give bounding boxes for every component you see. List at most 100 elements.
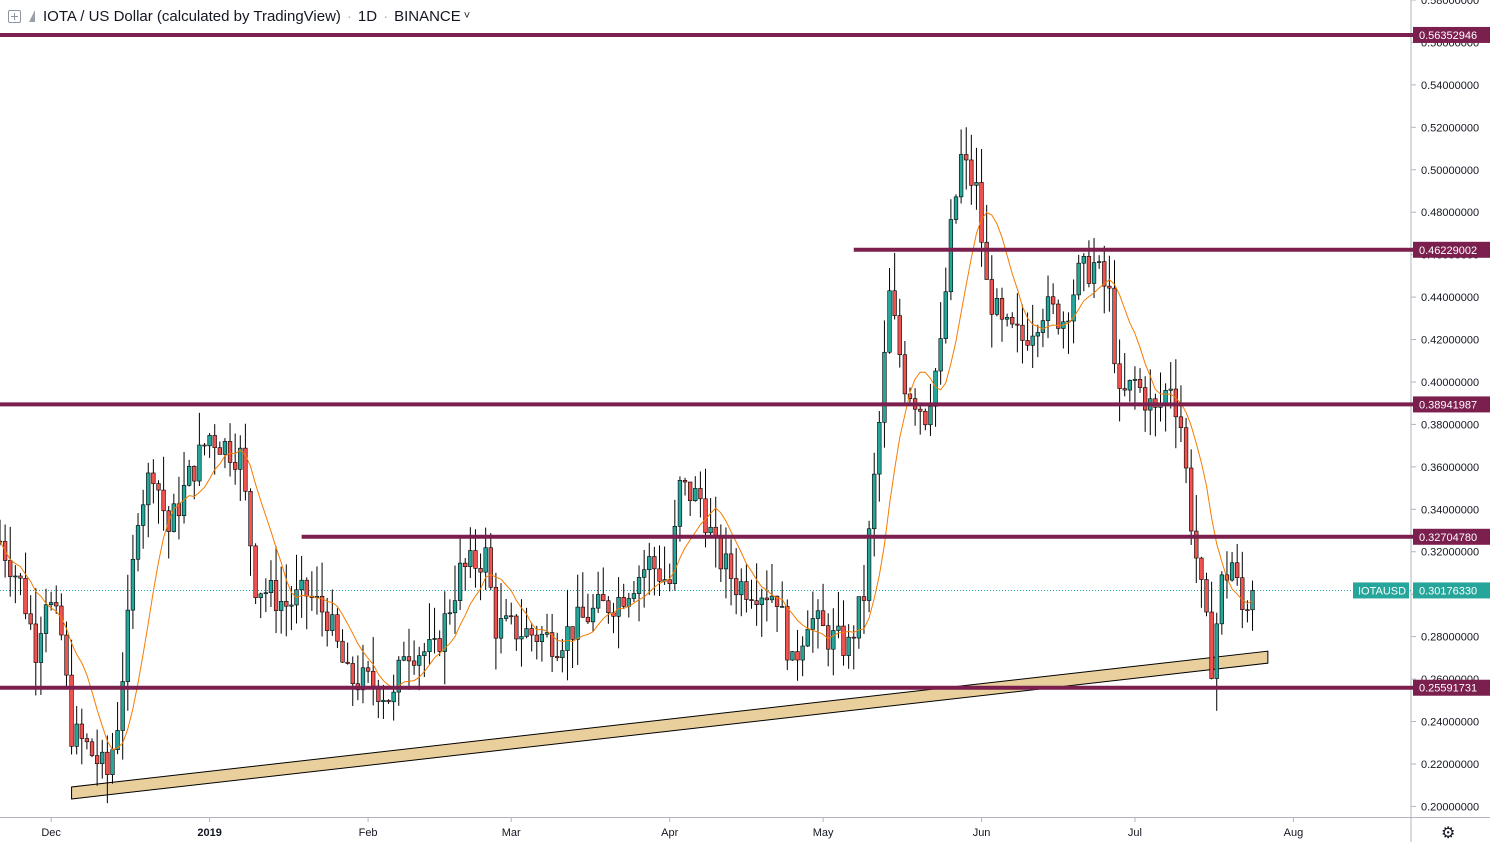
candle-body [989,279,994,315]
candle-body [74,723,79,747]
candle-body [253,545,258,599]
candle-body [28,613,33,625]
plus-square-icon[interactable] [8,9,21,23]
candle-body [141,504,146,526]
candle-body [652,556,657,570]
candle-body [831,630,836,650]
candle-body [59,605,64,636]
candle-body [100,751,105,765]
level-label: 0.25591731 [1419,683,1477,695]
candle-body [1086,255,1092,284]
candle-body [923,410,928,426]
candle-body [606,600,611,614]
candle-body [227,441,233,463]
candle-body [69,674,74,747]
candle-body [1081,255,1086,264]
candle-body [677,480,683,527]
candle-body [734,578,739,596]
y-tick-label: 0.40000000 [1421,377,1479,389]
candle-body [222,441,228,455]
candle-body [856,596,862,639]
candle-body [918,408,923,412]
candle-body [703,498,708,534]
candle-body [800,645,805,661]
chart-header: IOTA / US Dollar (calculated by TradingV… [8,4,470,28]
level-label: 0.38941987 [1419,399,1477,411]
y-tick-label: 0.22000000 [1421,759,1479,771]
y-tick-label: 0.32000000 [1421,547,1479,559]
candle-body [728,553,734,579]
candle-body [13,575,18,578]
candle-body [769,595,775,601]
candle-body [524,628,529,637]
separator: · [383,7,389,25]
chevron-down-icon[interactable]: ˅ [463,10,471,22]
candle-body [790,651,795,661]
candle-body [1122,388,1127,391]
candle-body [1045,296,1051,321]
candle-body [233,462,238,470]
candle-body [258,593,263,599]
x-tick-label: Feb [359,827,378,839]
candle-body [1107,285,1112,289]
candle-body [948,219,954,293]
candle-body [580,606,585,618]
triangle-icon [29,10,35,22]
candle-body [396,659,401,693]
interval-label[interactable]: 1D [357,7,378,25]
candle-body [688,481,693,502]
level-label-box [1413,396,1490,413]
candle-body [422,651,427,656]
candle-body [682,480,688,483]
level-label: 0.32704780 [1419,532,1477,544]
candle-body [1229,562,1235,581]
exchange-label[interactable]: BINANCE [394,7,461,25]
candle-body [958,154,964,198]
candle-body [94,755,100,765]
candle-body [887,290,892,353]
candle-body [130,558,136,611]
candle-body [48,602,54,606]
y-tick-label: 0.42000000 [1421,335,1479,347]
candle-body [207,435,212,447]
candle-body [197,444,202,482]
candle-body [406,656,412,662]
candle-body [447,612,453,615]
candle-body [1025,340,1030,346]
symbol-tag: IOTAUSD [1358,585,1406,597]
y-tick-label: 0.34000000 [1421,504,1479,516]
candle-body [1204,579,1209,613]
candle-body [1050,296,1056,305]
candle-body [1040,320,1046,333]
y-tick-label: 0.54000000 [1421,80,1479,92]
gear-icon[interactable]: ⚙ [1441,825,1456,842]
candle-body [401,656,407,661]
candle-body [902,354,908,395]
candle-body [365,667,371,672]
candle-body [1010,317,1015,325]
last-price-box [1413,582,1490,599]
candle-body [974,182,979,186]
candle-body [631,593,637,599]
candle-body [335,614,340,642]
candle-body [820,610,826,626]
candle-body [110,749,115,776]
candle-body [657,568,662,582]
candle-body [672,526,677,584]
candle-body [560,650,565,659]
symbol-title[interactable]: IOTA / US Dollar (calculated by TradingV… [43,7,341,25]
candle-body [1004,317,1010,320]
candle-body [1056,303,1061,329]
candle-body [1102,261,1107,287]
candle-body [1219,574,1224,625]
separator: · [346,7,352,25]
candle-body [202,444,207,447]
candle-body [509,615,514,618]
candle-body [877,422,882,475]
candle-body [1168,388,1173,391]
candle-body [1132,378,1138,381]
candle-body [759,597,764,605]
candle-body [928,406,933,426]
candle-body [371,670,376,687]
